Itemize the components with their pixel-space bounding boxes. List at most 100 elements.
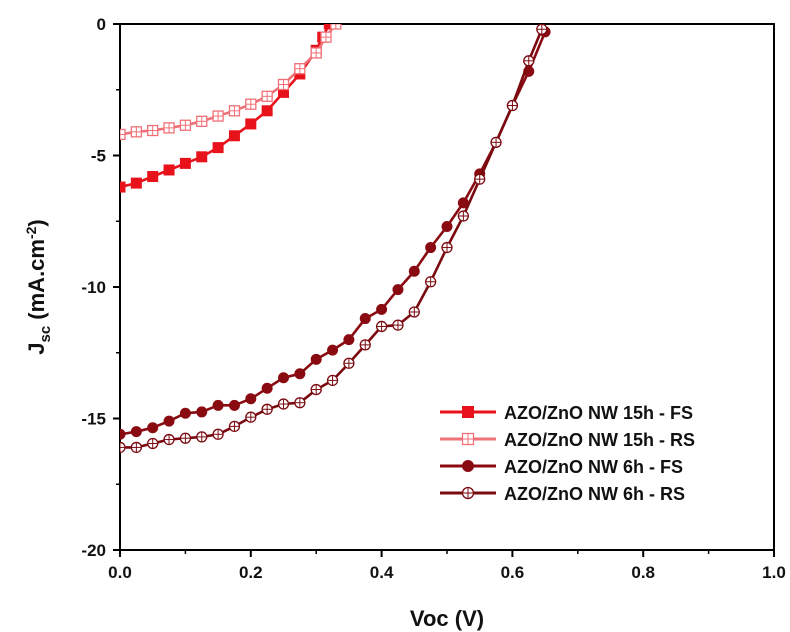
data-point <box>359 313 371 325</box>
data-point <box>163 122 175 134</box>
data-point <box>196 406 208 418</box>
y-axis-ticks: 0 -5 -10 -15 -20 <box>81 15 120 560</box>
data-point <box>212 142 224 154</box>
x-tick-label: 0.2 <box>239 563 263 582</box>
data-point <box>320 31 332 43</box>
x-tick-label: 0.8 <box>631 563 655 582</box>
legend-item: AZO/ZnO NW 6h - FS <box>440 457 683 477</box>
legend-item: AZO/ZnO NW 6h - RS <box>440 484 685 504</box>
legend: AZO/ZnO NW 15h - FS AZO/ZnO NW 15h - RS AZ… <box>440 403 695 504</box>
data-point <box>245 393 257 405</box>
data-point <box>294 63 306 75</box>
data-point <box>536 24 548 35</box>
data-point <box>392 319 404 331</box>
data-point <box>228 105 241 117</box>
data-point <box>212 110 224 122</box>
y-tick-label: 0 <box>97 15 106 34</box>
data-point <box>523 55 535 67</box>
data-point <box>343 357 355 369</box>
data-point <box>179 157 191 169</box>
data-point <box>179 407 191 419</box>
series-4 <box>120 24 548 454</box>
data-point <box>147 437 159 450</box>
data-point <box>147 124 159 137</box>
data-point <box>375 320 388 333</box>
data-point <box>310 47 322 59</box>
data-point <box>277 398 290 410</box>
series-layer <box>120 24 551 454</box>
y-tick-label: -10 <box>81 278 106 297</box>
data-point <box>163 164 175 176</box>
data-point <box>343 334 355 346</box>
legend-label: AZO/ZnO NW 6h - FS <box>504 457 683 477</box>
series-line <box>120 31 547 436</box>
data-point <box>261 90 273 102</box>
x-tick-label: 0.4 <box>370 563 394 582</box>
data-point <box>441 241 453 254</box>
legend-marker <box>461 432 475 446</box>
data-point <box>278 372 289 384</box>
data-point <box>120 181 126 193</box>
y-axis-title: Jsc (mA.cm-2) <box>23 219 54 355</box>
data-point <box>120 428 126 440</box>
data-point <box>120 128 126 141</box>
y-tick-label: -20 <box>81 541 106 560</box>
data-point <box>359 339 371 351</box>
data-point <box>490 136 502 149</box>
data-point <box>130 441 143 454</box>
data-point <box>228 130 240 142</box>
data-point <box>130 126 143 138</box>
x-tick-label: 1.0 <box>762 563 786 582</box>
data-point <box>196 151 208 163</box>
data-point <box>294 368 306 380</box>
data-point <box>245 118 257 130</box>
y-axis-title-unit: (mA.cm <box>24 239 49 326</box>
data-point <box>457 210 470 222</box>
legend-item: AZO/ZnO NW 15h - RS <box>440 430 695 450</box>
data-point <box>120 441 126 454</box>
legend-marker <box>462 460 474 472</box>
legend-item: AZO/ZnO NW 15h - FS <box>440 403 693 423</box>
data-point <box>245 98 257 110</box>
data-point <box>323 24 335 30</box>
data-point <box>424 276 437 288</box>
data-point <box>310 383 322 396</box>
x-axis-ticks: 0.0 0.2 0.4 0.6 0.8 1.0 <box>108 550 786 582</box>
data-point <box>196 431 208 443</box>
data-point <box>310 353 322 365</box>
data-point <box>228 420 241 433</box>
data-point <box>163 415 175 427</box>
data-point <box>261 105 273 117</box>
data-point <box>277 78 290 91</box>
legend-marker <box>461 486 475 500</box>
data-point <box>441 221 453 233</box>
series-line <box>120 24 331 189</box>
y-tick-label: -15 <box>81 410 106 429</box>
data-point <box>506 99 519 112</box>
legend-label: AZO/ZnO NW 15h - FS <box>504 403 693 423</box>
data-point <box>261 382 273 394</box>
data-point <box>130 177 142 189</box>
data-point <box>392 284 404 296</box>
data-point <box>294 397 306 409</box>
x-tick-label: 0.6 <box>501 563 525 582</box>
data-point <box>474 173 486 185</box>
data-point <box>245 411 257 423</box>
data-point <box>425 242 437 254</box>
data-point <box>196 115 208 127</box>
data-point <box>147 422 159 434</box>
y-axis-title-unit-close: ) <box>24 219 49 226</box>
legend-marker <box>462 406 474 418</box>
series-1 <box>120 24 335 193</box>
x-tick-label: 0.0 <box>108 563 132 582</box>
data-point <box>326 374 339 387</box>
data-point <box>376 303 388 315</box>
y-axis-title-superscript: -2 <box>23 226 39 239</box>
data-point <box>147 171 159 183</box>
legend-label: AZO/ZnO NW 6h - RS <box>504 484 685 504</box>
y-axis-title-subscript: sc <box>37 326 54 343</box>
data-point <box>130 426 142 438</box>
data-point <box>163 433 175 446</box>
y-tick-label: -5 <box>91 147 106 166</box>
